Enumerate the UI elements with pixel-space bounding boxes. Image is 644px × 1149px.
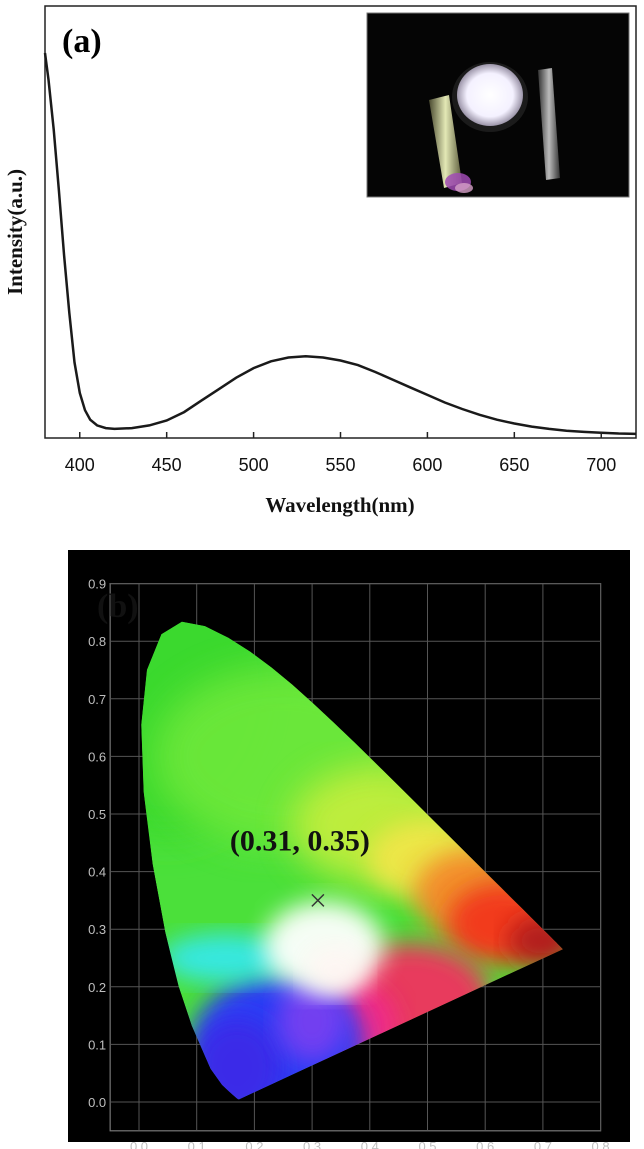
y-axis-title: Intensity(a.u.) bbox=[3, 169, 27, 295]
y-tick-label: 0.0 bbox=[88, 1095, 106, 1110]
x-tick-label: 0.6 bbox=[476, 1139, 494, 1149]
led-inset-photo bbox=[366, 12, 630, 198]
chromaticity-point-marker bbox=[311, 893, 325, 907]
x-axis-title: Wavelength(nm) bbox=[265, 493, 414, 517]
x-tick-label: 650 bbox=[499, 455, 529, 475]
x-tick-label: 550 bbox=[325, 455, 355, 475]
panel-b-label: (b) bbox=[97, 588, 139, 625]
x-tick-label: 700 bbox=[586, 455, 616, 475]
x-tick-label: 0.7 bbox=[534, 1139, 552, 1149]
y-tick-label: 0.8 bbox=[88, 634, 106, 649]
cie-axis-ticks: 0.0 0.1 0.2 0.3 0.4 0.5 0.6 0.7 0.8 0.0 0.1 0.2 0.3 0… bbox=[88, 577, 610, 1149]
chromaticity-coordinate-label: (0.31, 0.35) bbox=[230, 824, 370, 857]
x-tick-label: 0.0 bbox=[130, 1139, 148, 1149]
x-tick-label: 0.4 bbox=[361, 1139, 379, 1149]
y-tick-label: 0.3 bbox=[88, 922, 106, 937]
x-tick-label: 0.1 bbox=[188, 1139, 206, 1149]
y-tick-label: 0.4 bbox=[88, 865, 106, 880]
led-glow bbox=[457, 64, 523, 126]
y-tick-label: 0.7 bbox=[88, 692, 106, 707]
led-right-lead bbox=[538, 68, 560, 180]
panel-a-x-ticks: 400 450 500 550 600 650 700 bbox=[65, 432, 616, 475]
led-left-lead bbox=[429, 95, 462, 188]
x-tick-label: 0.5 bbox=[418, 1139, 436, 1149]
x-tick-label: 400 bbox=[65, 455, 95, 475]
y-tick-label: 0.6 bbox=[88, 749, 106, 764]
y-tick-label: 0.2 bbox=[88, 980, 106, 995]
x-tick-label: 0.8 bbox=[592, 1139, 610, 1149]
x-tick-label: 500 bbox=[239, 455, 269, 475]
x-tick-label: 450 bbox=[152, 455, 182, 475]
x-tick-label: 0.2 bbox=[245, 1139, 263, 1149]
y-tick-label: 0.1 bbox=[88, 1037, 106, 1052]
y-tick-label: 0.9 bbox=[88, 577, 106, 592]
panel-a-spectrum: 400 450 500 550 600 650 700 (a) Wavelength(nm)… bbox=[3, 5, 637, 517]
panel-a-label: (a) bbox=[62, 23, 102, 60]
x-tick-label: 0.3 bbox=[303, 1139, 321, 1149]
panel-b-cie-diagram: 0.0 0.1 0.2 0.3 0.4 0.5 0.6 0.7 0.8 0.0 0.1 0.2 0.3 0… bbox=[68, 550, 630, 1149]
x-tick-label: 600 bbox=[412, 455, 442, 475]
y-tick-label: 0.5 bbox=[88, 807, 106, 822]
spectrum-curve bbox=[43, 52, 637, 436]
